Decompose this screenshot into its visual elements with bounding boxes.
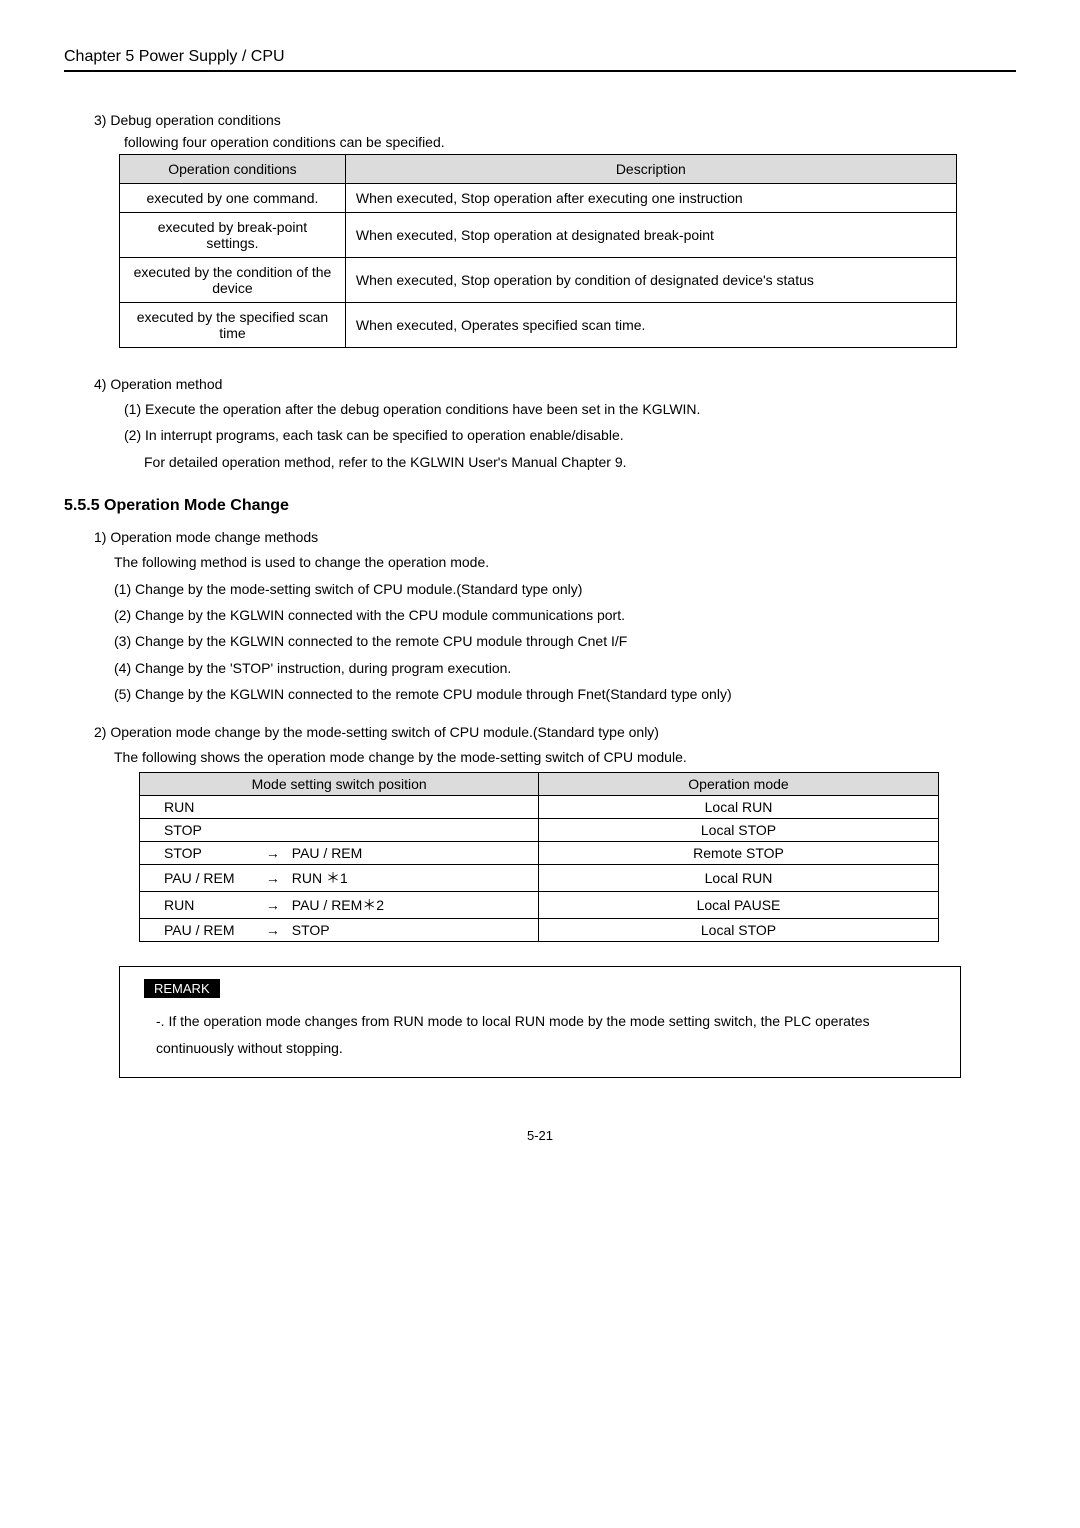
mode-right-2: PAU / REM xyxy=(292,845,363,861)
remark-text: -. If the operation mode changes from RU… xyxy=(156,1008,936,1061)
sec4-line-2: For detailed operation method, refer to … xyxy=(144,451,1016,473)
mode-left-1: STOP xyxy=(148,822,254,838)
modes-pos-1: STOP xyxy=(140,818,539,841)
cond-op-2: executed by the condition of the device xyxy=(120,258,346,303)
sub1-line-4: (5) Change by the KGLWIN connected to th… xyxy=(114,683,1016,705)
modes-op-4: Local PAUSE xyxy=(539,891,938,918)
modes-pos-3: PAU / REM → RUN ＊1 xyxy=(140,864,539,891)
modes-pos-5: PAU / REM → STOP xyxy=(140,918,539,941)
sub1-intro: The following method is used to change t… xyxy=(114,551,1016,573)
cond-op-3: executed by the specified scan time xyxy=(120,303,346,348)
modes-table: Mode setting switch position Operation m… xyxy=(139,772,939,942)
cond-header-2: Description xyxy=(345,155,956,184)
sec3-title: 3) Debug operation conditions xyxy=(94,112,1016,128)
modes-op-2: Remote STOP xyxy=(539,841,938,864)
mode-left-0: RUN xyxy=(148,799,254,815)
cond-op-0: executed by one command. xyxy=(120,184,346,213)
mode-arrow-2: → xyxy=(258,845,288,861)
mode-left-5: PAU / REM xyxy=(148,922,254,938)
sub1-line-1: (2) Change by the KGLWIN connected with … xyxy=(114,604,1016,626)
modes-pos-4: RUN → PAU / REM＊2 xyxy=(140,891,539,918)
modes-pos-0: RUN xyxy=(140,795,539,818)
cond-header-1: Operation conditions xyxy=(120,155,346,184)
mode-right-4: PAU / REM＊2 xyxy=(292,897,384,913)
cond-desc-0: When executed, Stop operation after exec… xyxy=(345,184,956,213)
page-number: 5-21 xyxy=(64,1128,1016,1143)
remark-box: REMARK -. If the operation mode changes … xyxy=(119,966,961,1078)
cond-desc-3: When executed, Operates specified scan t… xyxy=(345,303,956,348)
cond-desc-2: When executed, Stop operation by conditi… xyxy=(345,258,956,303)
mode-right-3: RUN ＊1 xyxy=(292,870,348,886)
mode-left-4: RUN xyxy=(148,897,254,913)
mode-arrow-3: → xyxy=(258,870,288,886)
modes-pos-2: STOP → PAU / REM xyxy=(140,841,539,864)
sec3-intro: following four operation conditions can … xyxy=(124,134,1016,150)
modes-op-3: Local RUN xyxy=(539,864,938,891)
sub1-line-3: (4) Change by the 'STOP' instruction, du… xyxy=(114,657,1016,679)
sec4-title: 4) Operation method xyxy=(94,376,1016,392)
sub2-title: 2) Operation mode change by the mode-set… xyxy=(94,724,1016,740)
mode-left-2: STOP xyxy=(148,845,254,861)
modes-header-2: Operation mode xyxy=(539,772,938,795)
modes-op-5: Local STOP xyxy=(539,918,938,941)
modes-op-1: Local STOP xyxy=(539,818,938,841)
sub1-title: 1) Operation mode change methods xyxy=(94,529,1016,545)
chapter-title: Chapter 5 Power Supply / CPU xyxy=(64,48,1016,72)
mode-right-5: STOP xyxy=(292,922,330,938)
cond-desc-1: When executed, Stop operation at designa… xyxy=(345,213,956,258)
sub1-line-2: (3) Change by the KGLWIN connected to th… xyxy=(114,630,1016,652)
mode-arrow-5: → xyxy=(258,922,288,938)
sub1-line-0: (1) Change by the mode-setting switch of… xyxy=(114,578,1016,600)
mode-left-3: PAU / REM xyxy=(148,870,254,886)
remark-badge: REMARK xyxy=(144,979,220,998)
modes-op-0: Local RUN xyxy=(539,795,938,818)
cond-op-1: executed by break-point settings. xyxy=(120,213,346,258)
sub2-intro: The following shows the operation mode c… xyxy=(114,746,1016,768)
conditions-table: Operation conditions Description execute… xyxy=(119,154,957,348)
sec4-line-0: (1) Execute the operation after the debu… xyxy=(124,398,1016,420)
modes-header-1: Mode setting switch position xyxy=(140,772,539,795)
sec555-heading: 5.5.5 Operation Mode Change xyxy=(64,497,1016,515)
sec4-line-1: (2) In interrupt programs, each task can… xyxy=(124,424,1016,446)
mode-arrow-4: → xyxy=(258,897,288,913)
